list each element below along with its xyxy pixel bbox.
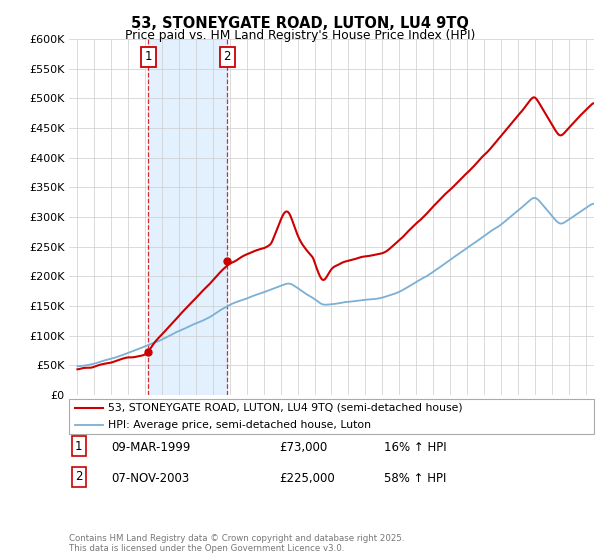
Text: 1: 1 (145, 50, 152, 63)
Text: 16% ↑ HPI: 16% ↑ HPI (384, 441, 446, 454)
Text: 58% ↑ HPI: 58% ↑ HPI (384, 472, 446, 485)
Text: 2: 2 (224, 50, 231, 63)
Text: £225,000: £225,000 (279, 472, 335, 485)
Text: 1: 1 (75, 440, 83, 452)
FancyBboxPatch shape (69, 399, 594, 434)
Text: 53, STONEYGATE ROAD, LUTON, LU4 9TQ: 53, STONEYGATE ROAD, LUTON, LU4 9TQ (131, 16, 469, 31)
Text: HPI: Average price, semi-detached house, Luton: HPI: Average price, semi-detached house,… (109, 421, 371, 430)
Text: 2: 2 (75, 470, 83, 483)
Text: 09-MAR-1999: 09-MAR-1999 (111, 441, 190, 454)
Text: Price paid vs. HM Land Registry's House Price Index (HPI): Price paid vs. HM Land Registry's House … (125, 29, 475, 42)
Text: £73,000: £73,000 (279, 441, 327, 454)
Text: 53, STONEYGATE ROAD, LUTON, LU4 9TQ (semi-detached house): 53, STONEYGATE ROAD, LUTON, LU4 9TQ (sem… (109, 403, 463, 413)
Text: 07-NOV-2003: 07-NOV-2003 (111, 472, 189, 485)
Bar (148, 39, 227, 395)
Text: Contains HM Land Registry data © Crown copyright and database right 2025.
This d: Contains HM Land Registry data © Crown c… (69, 534, 404, 553)
